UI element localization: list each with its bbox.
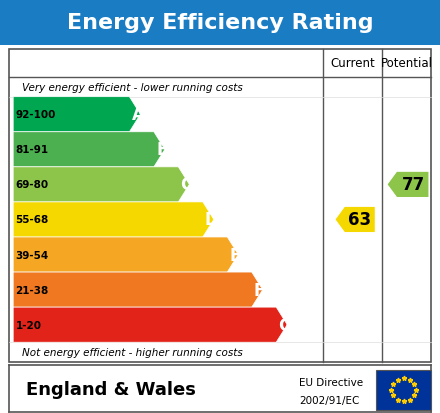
Polygon shape [13,133,165,167]
Text: England & Wales: England & Wales [26,380,196,398]
Text: 63: 63 [348,211,371,229]
Text: D: D [205,211,219,229]
Text: 77: 77 [402,176,425,194]
Polygon shape [13,202,214,237]
Text: Very energy efficient - lower running costs: Very energy efficient - lower running co… [22,83,243,93]
Text: EU Directive: EU Directive [299,377,363,387]
Polygon shape [335,207,375,233]
Text: 92-100: 92-100 [15,110,56,120]
FancyBboxPatch shape [9,50,431,362]
Polygon shape [13,237,238,273]
Text: G: G [279,316,292,334]
Polygon shape [13,97,140,133]
Text: C: C [180,176,193,194]
Text: B: B [156,141,169,159]
Text: 39-54: 39-54 [15,250,49,260]
FancyBboxPatch shape [376,370,431,410]
FancyBboxPatch shape [0,0,440,46]
Text: Not energy efficient - higher running costs: Not energy efficient - higher running co… [22,347,243,357]
Text: E: E [230,246,241,264]
Text: 55-68: 55-68 [15,215,49,225]
Polygon shape [13,167,189,202]
Text: Current: Current [330,57,375,70]
Text: 81-91: 81-91 [15,145,48,155]
Text: F: F [254,281,265,299]
Text: A: A [132,106,144,124]
Text: 2002/91/EC: 2002/91/EC [299,395,359,405]
Polygon shape [387,172,429,198]
Polygon shape [13,273,263,307]
Text: 69-80: 69-80 [15,180,48,190]
Polygon shape [13,307,287,342]
Text: Potential: Potential [381,57,433,70]
Text: Energy Efficiency Rating: Energy Efficiency Rating [67,13,373,33]
Text: 21-38: 21-38 [15,285,49,295]
FancyBboxPatch shape [0,366,440,413]
Text: 1-20: 1-20 [15,320,41,330]
